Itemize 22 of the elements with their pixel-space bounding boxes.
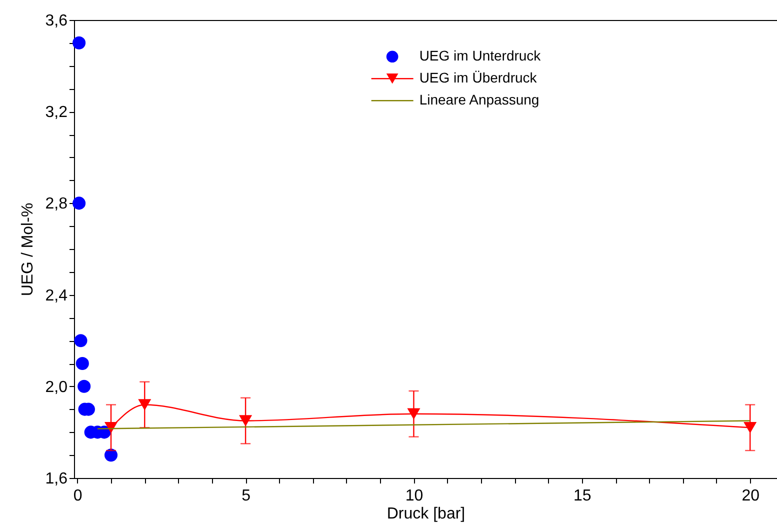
x-tick-label: 0 <box>73 488 82 504</box>
point <box>104 448 118 462</box>
legend-label: UEG im Überdruck <box>419 70 538 86</box>
point <box>72 196 86 210</box>
y-tick-label: 1,6 <box>45 470 68 488</box>
x-tick-label: 10 <box>405 488 424 504</box>
point <box>78 380 91 393</box>
y-axis-title: UEG / Mol-% <box>19 202 36 296</box>
point <box>72 36 86 50</box>
y-tick-label: 2,8 <box>45 196 68 213</box>
legend-label: Lineare Anpassung <box>419 92 540 108</box>
point <box>74 334 88 348</box>
x-tick-label: 5 <box>242 488 251 504</box>
x-axis-title: Druck [bar] <box>386 506 466 522</box>
x-tick-label: 20 <box>742 488 760 504</box>
y-tick-label: 3,6 <box>45 12 68 30</box>
legend-label: UEG im Unterdruck <box>419 48 542 64</box>
x-tick-label: 15 <box>574 488 592 504</box>
y-tick-label: 2,0 <box>45 378 68 396</box>
y-tick-label: 3,2 <box>45 104 68 122</box>
point <box>76 356 89 370</box>
y-tick-label: 2,4 <box>45 287 68 304</box>
